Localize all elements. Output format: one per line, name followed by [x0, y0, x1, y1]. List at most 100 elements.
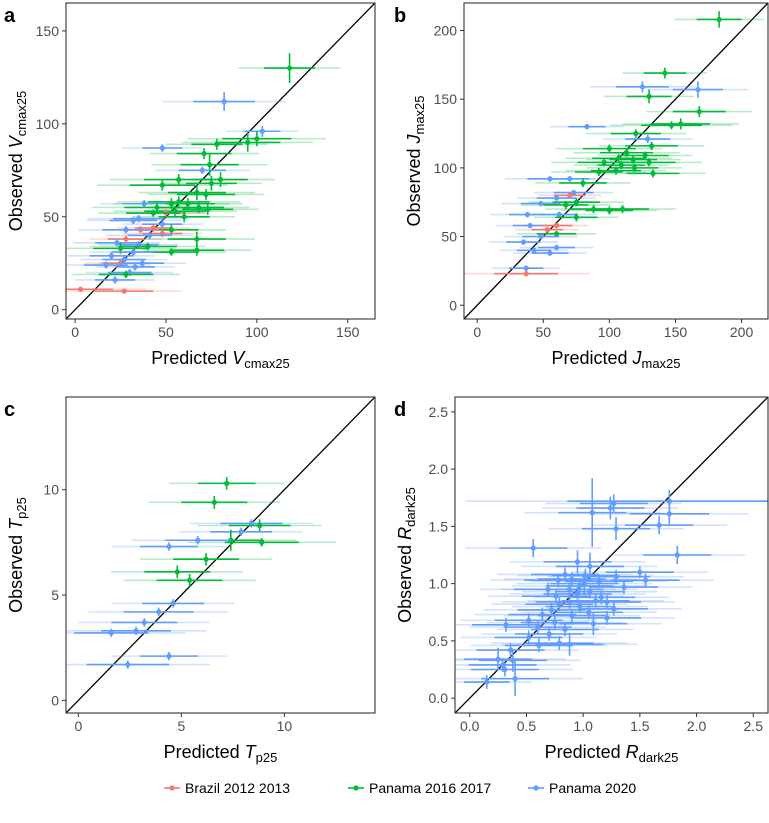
x-tick-label: 100 [598, 324, 622, 340]
data-point [645, 136, 651, 142]
panel-a: a 0 50 100 150 0 50 100 150 Predicted Vcmax25 Obse… [4, 2, 376, 371]
identity-line [66, 397, 375, 713]
data-point [604, 615, 610, 621]
y-tick-label: 0 [51, 302, 59, 318]
y-tick-label: 50 [43, 209, 59, 225]
y-tick-label: 150 [434, 91, 458, 107]
plot-area [66, 397, 375, 713]
data-point [556, 601, 562, 607]
data-point [203, 191, 209, 198]
data-point [123, 227, 129, 233]
data-point [203, 556, 209, 562]
data-point [168, 249, 175, 255]
plot-area [455, 397, 768, 713]
y-tick-label: 5 [51, 587, 59, 603]
x-tick-label: 0 [74, 718, 82, 734]
data-point [535, 624, 541, 630]
data-point [286, 65, 293, 71]
y-tick-label: 1.5 [429, 518, 449, 534]
x-tick-label: 2.5 [744, 718, 764, 734]
data-point [156, 609, 162, 615]
data-point [546, 631, 552, 637]
y-axis-title: Observed Vcmax25 [6, 91, 29, 232]
panel-letter: c [4, 399, 15, 421]
data-point [548, 607, 554, 613]
data-point [208, 180, 215, 186]
data-point [221, 98, 227, 105]
data-point [650, 170, 656, 176]
data-point [526, 634, 532, 641]
data-point [604, 599, 610, 605]
y-tick-label: 100 [434, 160, 458, 176]
data-point [630, 157, 636, 163]
data-point [187, 577, 193, 583]
panel-border [65, 2, 376, 320]
data-point [642, 577, 649, 583]
data-point [567, 176, 573, 182]
data-point [633, 130, 639, 137]
panel-c: c 0 5 10 0 5 10 Predicted Tp25 Observed Tp25 [4, 396, 376, 765]
data-point [666, 511, 672, 517]
data-point [214, 141, 220, 147]
data-point [555, 577, 561, 583]
data-point [581, 581, 587, 587]
data-point [205, 206, 211, 212]
data-point [484, 679, 490, 685]
y-axis-title: Observed Tp25 [6, 497, 29, 613]
data-point [674, 552, 680, 558]
data-point [538, 200, 544, 207]
data-point [631, 165, 638, 171]
legend-key-point [353, 785, 359, 791]
data-point [646, 159, 652, 165]
data-point [531, 247, 537, 253]
data-point [159, 145, 165, 151]
data-point [530, 545, 536, 551]
identity-line [66, 3, 375, 319]
data-point [623, 150, 630, 156]
y-tick-label: 150 [36, 23, 60, 39]
data-point [195, 537, 201, 543]
data-point [77, 286, 84, 292]
x-tick-label: 0 [71, 324, 79, 340]
data-point [577, 583, 583, 589]
data-point [257, 522, 263, 529]
y-tick-label: 0.0 [429, 690, 449, 706]
data-point [108, 630, 114, 636]
y-tick-label: 2.0 [429, 461, 449, 477]
x-tick-label: 200 [730, 324, 754, 340]
data-point [159, 182, 165, 188]
x-tick-label: 0.0 [460, 718, 480, 734]
data-point [211, 499, 217, 505]
x-tick-label: 10 [277, 718, 293, 734]
identity-line [464, 3, 768, 319]
panel-border [454, 396, 769, 714]
data-point [596, 578, 602, 584]
data-point [584, 124, 590, 130]
data-point [503, 622, 509, 628]
data-point [168, 201, 175, 207]
data-point [524, 211, 531, 218]
data-point [577, 603, 583, 610]
data-point [170, 600, 176, 607]
data-point [141, 619, 147, 626]
data-point [611, 500, 617, 507]
data-point [133, 628, 139, 634]
data-point [103, 262, 109, 268]
y-tick-label: 50 [441, 229, 457, 245]
data-point [150, 210, 156, 216]
data-point [510, 657, 516, 663]
data-point [117, 245, 124, 251]
x-tick-label: 1.0 [573, 718, 593, 734]
data-point [553, 593, 559, 599]
legend: Brazil 2012 2013 Panama 2016 2017 Panama 2… [164, 780, 636, 796]
data-point [147, 232, 153, 238]
data-point [621, 584, 627, 590]
data-point [556, 211, 562, 218]
data-point [176, 176, 182, 183]
panel-letter: a [4, 5, 16, 27]
x-tick-label: 0.5 [517, 718, 537, 734]
data-point [245, 139, 251, 146]
data-point [254, 136, 260, 142]
x-axis-title: Predicted Vcmax25 [151, 348, 290, 371]
data-point [569, 613, 575, 619]
